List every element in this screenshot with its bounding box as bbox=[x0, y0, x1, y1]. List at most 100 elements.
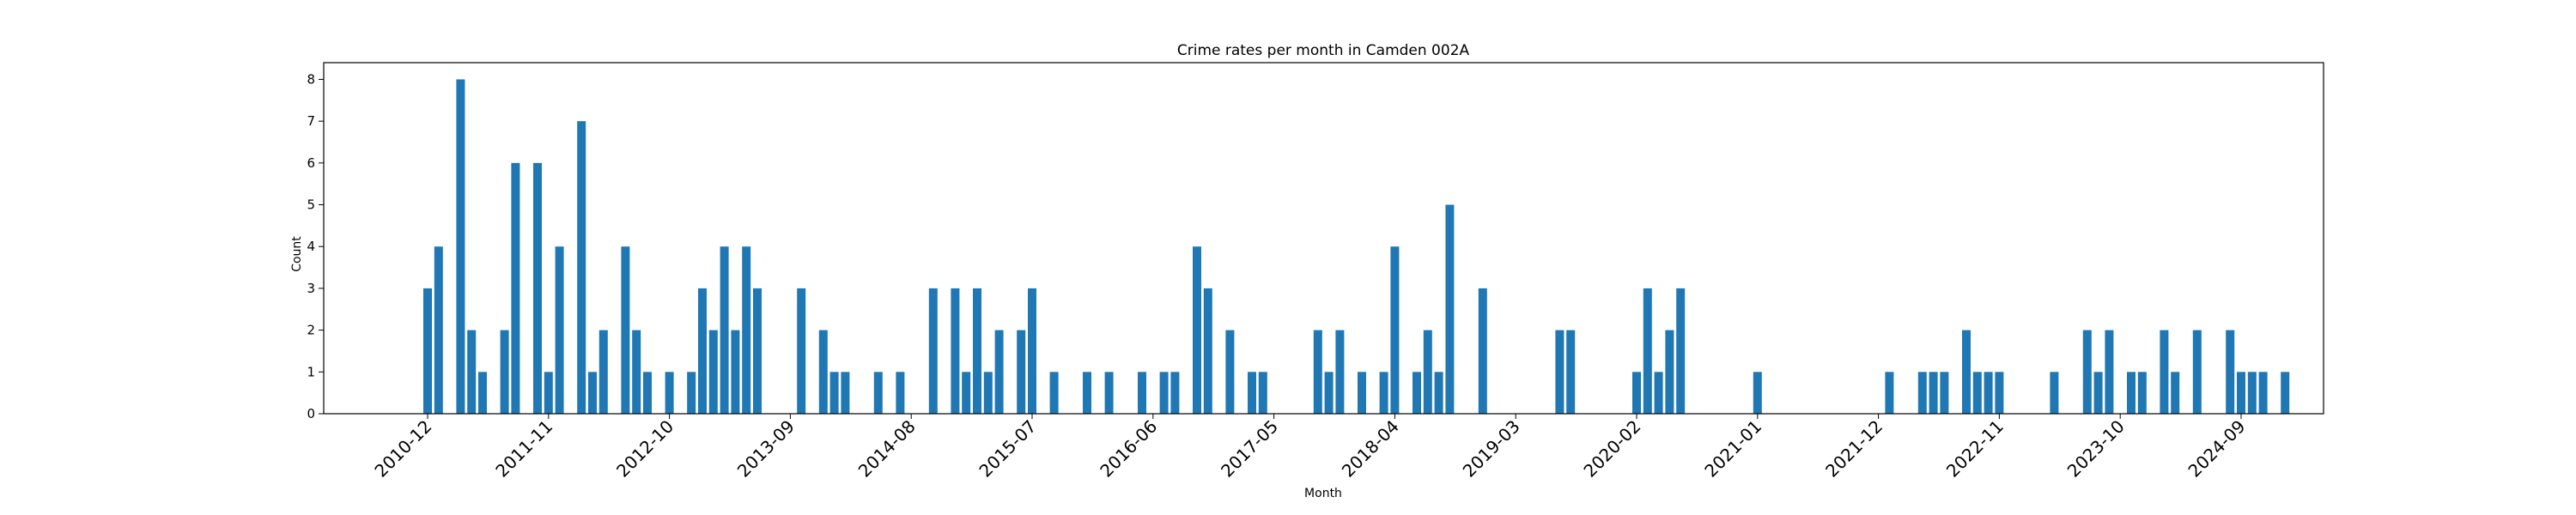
bar-2019-08 bbox=[1566, 330, 1576, 414]
bar-2014-02 bbox=[841, 372, 850, 414]
y-axis-label: Count bbox=[290, 236, 304, 272]
y-tick-label: 6 bbox=[307, 155, 315, 171]
bar-2020-04 bbox=[1654, 372, 1663, 414]
bar-2011-03 bbox=[456, 79, 465, 414]
bar-2014-10 bbox=[928, 288, 938, 414]
bar-2025-01 bbox=[2281, 372, 2290, 414]
y-tick-label: 4 bbox=[307, 239, 315, 254]
y-tick-label: 1 bbox=[307, 364, 315, 379]
bar-2012-12 bbox=[687, 372, 696, 414]
bar-2018-06 bbox=[1413, 372, 1421, 414]
plot-frame bbox=[323, 62, 2324, 415]
bar-2011-12 bbox=[555, 246, 564, 414]
bar-2018-04 bbox=[1390, 246, 1400, 414]
bar-2023-11 bbox=[2127, 372, 2136, 414]
x-tick-label: 2011-11 bbox=[491, 416, 556, 482]
bar-2022-09 bbox=[1972, 372, 1982, 414]
bar-2014-05 bbox=[873, 372, 883, 414]
bar-2016-07 bbox=[1159, 372, 1169, 414]
bar-2015-04 bbox=[994, 330, 1004, 414]
y-tick-label: 2 bbox=[307, 323, 315, 338]
y-tick-label: 5 bbox=[307, 197, 315, 213]
bar-2012-06 bbox=[621, 246, 630, 414]
bar-2017-09 bbox=[1313, 330, 1322, 414]
bar-2015-01 bbox=[962, 372, 971, 414]
bar-2015-02 bbox=[973, 288, 981, 414]
bar-2024-10 bbox=[2247, 372, 2257, 414]
x-tick-label: 2010-12 bbox=[370, 416, 435, 482]
bar-2016-11 bbox=[1203, 288, 1212, 414]
bar-2013-12 bbox=[818, 330, 828, 414]
x-tick-label: 2019-03 bbox=[1459, 416, 1524, 482]
x-tick-label: 2012-10 bbox=[612, 416, 677, 482]
bar-2016-05 bbox=[1138, 372, 1146, 414]
bar-2015-03 bbox=[983, 372, 993, 414]
bar-2017-01 bbox=[1225, 330, 1235, 414]
bar-2010-12 bbox=[423, 288, 432, 414]
x-tick-label: 2023-10 bbox=[2063, 416, 2129, 482]
bar-2015-06 bbox=[1017, 330, 1026, 414]
bar-2011-10 bbox=[533, 162, 542, 414]
bar-2024-02 bbox=[2160, 330, 2169, 414]
bar-2013-01 bbox=[698, 288, 707, 414]
y-tick-label: 7 bbox=[307, 113, 315, 129]
bar-2024-09 bbox=[2237, 372, 2245, 414]
bar-2023-09 bbox=[2105, 330, 2114, 414]
bar-2018-01 bbox=[1358, 372, 1366, 414]
bar-2018-07 bbox=[1423, 330, 1432, 414]
bar-2024-05 bbox=[2192, 330, 2202, 414]
x-tick-label: 2020-02 bbox=[1579, 416, 1644, 482]
bar-2022-05 bbox=[1929, 372, 1938, 414]
bar-2013-05 bbox=[742, 246, 751, 414]
bar-2012-10 bbox=[665, 372, 674, 414]
bar-2016-08 bbox=[1170, 372, 1180, 414]
bar-2023-12 bbox=[2137, 372, 2147, 414]
x-tick-label: 2014-08 bbox=[854, 416, 920, 482]
bar-2017-04 bbox=[1258, 372, 1267, 414]
bar-2014-01 bbox=[829, 372, 839, 414]
bar-2012-08 bbox=[643, 372, 652, 414]
bar-2011-11 bbox=[544, 372, 553, 414]
y-tick-label: 3 bbox=[307, 281, 315, 296]
x-axis: 2010-12 2011-11 2012-10 2013-09 2014-08 2015-… bbox=[370, 414, 2250, 482]
x-tick-label: 2021-01 bbox=[1700, 416, 1765, 482]
bar-2018-09 bbox=[1445, 204, 1455, 414]
bar-2013-10 bbox=[797, 288, 806, 414]
bar-2019-07 bbox=[1555, 330, 1564, 414]
bar-2024-08 bbox=[2226, 330, 2235, 414]
bar-2013-02 bbox=[708, 330, 718, 414]
bar-2011-04 bbox=[467, 330, 477, 414]
bar-2012-07 bbox=[632, 330, 641, 414]
bar-2018-08 bbox=[1434, 372, 1443, 414]
bar-2014-12 bbox=[951, 288, 960, 414]
bar-2015-12 bbox=[1083, 372, 1091, 414]
bar-2023-08 bbox=[2093, 372, 2103, 414]
bar-2017-10 bbox=[1324, 372, 1334, 414]
bar-2022-11 bbox=[1995, 372, 2004, 414]
bar-2022-08 bbox=[1962, 330, 1971, 414]
bar-2020-03 bbox=[1643, 288, 1652, 414]
bar-2022-01 bbox=[1885, 372, 1894, 414]
bar-2012-04 bbox=[598, 330, 608, 414]
bar-2013-03 bbox=[720, 246, 729, 414]
bar-2022-10 bbox=[1984, 372, 1993, 414]
bar-2011-08 bbox=[511, 162, 520, 414]
bar-2018-03 bbox=[1379, 372, 1388, 414]
x-tick-label: 2018-04 bbox=[1338, 416, 1403, 482]
x-tick-label: 2021-12 bbox=[1821, 416, 1886, 482]
bar-2022-04 bbox=[1917, 372, 1927, 414]
bar-2020-06 bbox=[1676, 288, 1686, 414]
bar-2011-05 bbox=[478, 372, 487, 414]
x-tick-label: 2013-09 bbox=[733, 416, 799, 482]
bar-2023-07 bbox=[2082, 330, 2092, 414]
bar-2013-04 bbox=[731, 330, 740, 414]
bar-2017-03 bbox=[1248, 372, 1256, 414]
y-axis: 0 1 2 3 4 5 6 7 8 bbox=[307, 71, 324, 421]
x-tick-label: 2024-09 bbox=[2184, 416, 2249, 482]
x-tick-label: 2022-11 bbox=[1942, 416, 2008, 482]
x-axis-label: Month bbox=[1304, 487, 1342, 500]
bar-2013-06 bbox=[753, 288, 762, 414]
bar-2018-12 bbox=[1478, 288, 1487, 414]
bar-2015-09 bbox=[1049, 372, 1059, 414]
bar-2022-06 bbox=[1940, 372, 1949, 414]
